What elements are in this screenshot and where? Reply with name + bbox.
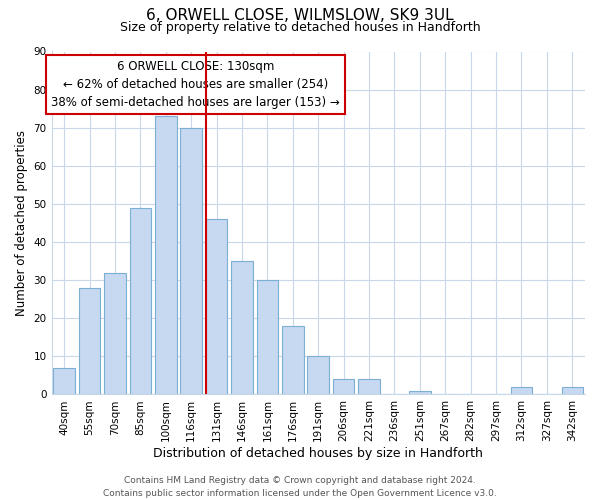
Y-axis label: Number of detached properties: Number of detached properties bbox=[15, 130, 28, 316]
Bar bbox=[333, 379, 355, 394]
Text: Contains HM Land Registry data © Crown copyright and database right 2024.
Contai: Contains HM Land Registry data © Crown c… bbox=[103, 476, 497, 498]
Bar bbox=[307, 356, 329, 395]
Text: 6, ORWELL CLOSE, WILMSLOW, SK9 3UL: 6, ORWELL CLOSE, WILMSLOW, SK9 3UL bbox=[146, 8, 454, 22]
Text: Size of property relative to detached houses in Handforth: Size of property relative to detached ho… bbox=[119, 22, 481, 35]
Bar bbox=[282, 326, 304, 394]
Bar bbox=[257, 280, 278, 394]
Bar bbox=[79, 288, 100, 395]
Bar bbox=[511, 387, 532, 394]
Bar bbox=[155, 116, 176, 394]
X-axis label: Distribution of detached houses by size in Handforth: Distribution of detached houses by size … bbox=[154, 447, 483, 460]
Bar bbox=[104, 272, 126, 394]
Bar bbox=[130, 208, 151, 394]
Bar bbox=[358, 379, 380, 394]
Bar bbox=[562, 387, 583, 394]
Bar bbox=[53, 368, 75, 394]
Bar bbox=[409, 390, 431, 394]
Text: 6 ORWELL CLOSE: 130sqm
← 62% of detached houses are smaller (254)
38% of semi-de: 6 ORWELL CLOSE: 130sqm ← 62% of detached… bbox=[51, 60, 340, 109]
Bar bbox=[206, 219, 227, 394]
Bar bbox=[231, 261, 253, 394]
Bar bbox=[181, 128, 202, 394]
